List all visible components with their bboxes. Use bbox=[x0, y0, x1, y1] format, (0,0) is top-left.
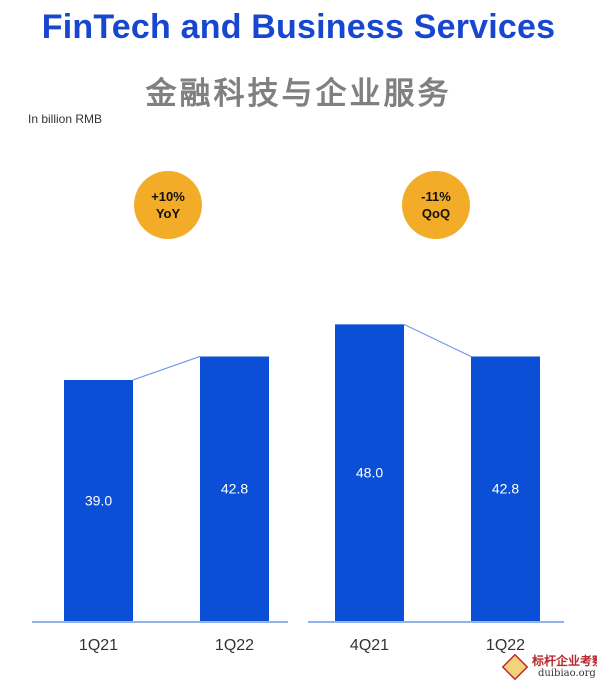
data-label-1-1: 42.8 bbox=[492, 481, 519, 497]
bar-1-1 bbox=[471, 356, 540, 621]
bar-1-0 bbox=[335, 324, 404, 621]
change-badge-type-1: QoQ bbox=[422, 206, 450, 221]
data-label-0-1: 42.8 bbox=[221, 481, 248, 497]
change-badge-1 bbox=[402, 171, 470, 239]
x-tick-label-1-1: 1Q22 bbox=[486, 637, 525, 654]
data-label-1-0: 48.0 bbox=[356, 465, 383, 481]
change-badge-value-0: +10% bbox=[151, 189, 185, 204]
watermark-url: duibiao.org bbox=[538, 668, 596, 679]
connector-line-0 bbox=[132, 355, 201, 381]
watermark-logo-icon bbox=[501, 653, 529, 681]
page-title: FinTech and Business Services bbox=[41, 8, 556, 46]
change-badge-0 bbox=[134, 171, 202, 239]
x-tick-label-1-0: 4Q21 bbox=[350, 637, 389, 654]
watermark: 标杆企业考察 duibiao.org bbox=[498, 648, 597, 683]
data-label-0-0: 39.0 bbox=[85, 492, 112, 508]
x-tick-label-0-1: 1Q22 bbox=[215, 637, 254, 654]
unit-note: In billion RMB bbox=[28, 112, 103, 126]
watermark-text: 标杆企业考察 bbox=[532, 654, 597, 668]
bar-0-0 bbox=[64, 379, 133, 621]
page-subtitle: 金融科技与企业服务 bbox=[145, 76, 452, 112]
bar-0-1 bbox=[200, 356, 269, 621]
change-badge-type-0: YoY bbox=[156, 206, 181, 221]
change-badge-value-1: -11% bbox=[421, 189, 451, 204]
x-tick-label-0-0: 1Q21 bbox=[79, 637, 118, 654]
connector-line-1 bbox=[403, 323, 472, 358]
